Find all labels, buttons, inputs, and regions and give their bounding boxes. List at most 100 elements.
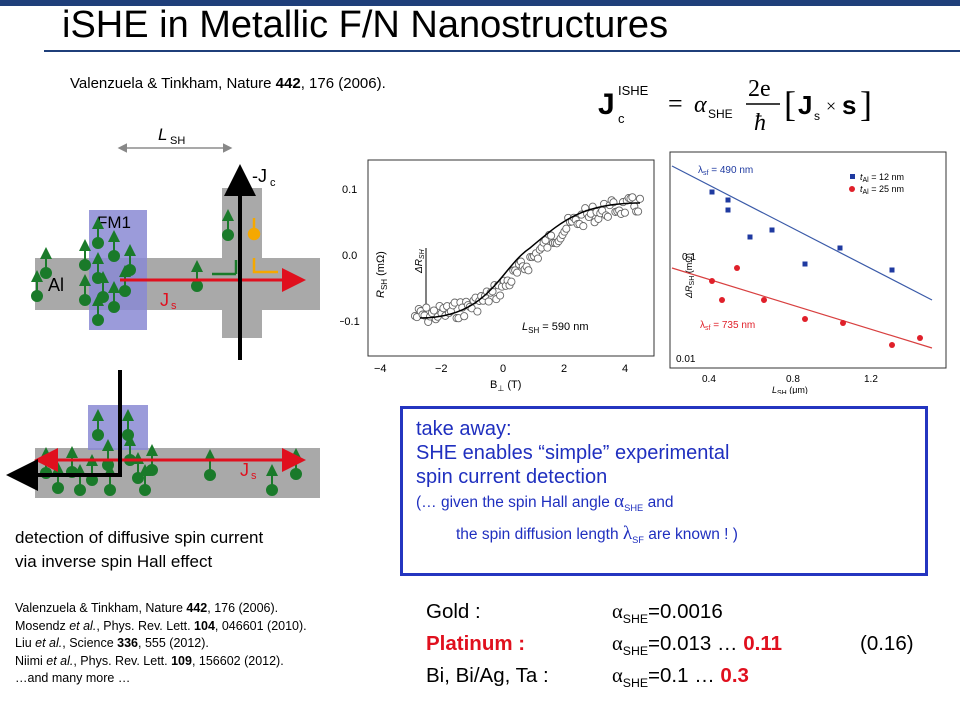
delta-rsh-label: ΔRSH [414, 248, 426, 274]
svg-text:ΔRSH (mΩ): ΔRSH (mΩ) [684, 253, 696, 299]
data-point [484, 297, 493, 306]
ishe-formula: J ISHE c = α SHE 2e ħ [ J s × s ] [598, 76, 872, 136]
data-point [473, 307, 482, 316]
data-point [620, 208, 629, 217]
xtick-label: −2 [435, 363, 448, 375]
plot-left-fit-curve [419, 202, 641, 319]
data-point-red [761, 297, 767, 303]
ref-rest: , 176 (2006). [207, 601, 279, 615]
ytick-label: 0.1 [342, 184, 357, 196]
takeaway-line-2: SHE enables “simple” experimental [416, 442, 730, 464]
formula-lhs: J [598, 88, 615, 121]
data-point-red [802, 316, 808, 322]
data-point [603, 212, 612, 221]
formula-bracket-left: [ [784, 84, 796, 124]
xtick-label: 2 [561, 363, 567, 375]
lsh-label: L [158, 125, 167, 144]
ref-journal: , Phys. Rev. Lett. [96, 618, 195, 633]
material-platinum-value: αSHE=0.013 … 0.11 [612, 632, 782, 659]
ref-rest: , 156602 (2012). [191, 653, 284, 668]
legend-red-marker [849, 186, 855, 192]
data-point [562, 224, 571, 233]
js-sub: s [171, 300, 177, 312]
xtick-label: 1.2 [864, 374, 878, 385]
xtick-label: −4 [374, 363, 387, 375]
formula-alpha-sub: SHE [708, 107, 733, 121]
ytick-label: 0.01 [676, 354, 696, 365]
top-reference: Valenzuela & Tinkham, Nature 442, 176 (2… [70, 75, 386, 92]
spin-markers-top [31, 209, 234, 326]
takeaway-box: take away: SHE enables “simple” experime… [400, 406, 928, 576]
ref-top-text: Valenzuela & Tinkham, Nature [70, 75, 276, 92]
al-strip [35, 258, 320, 310]
svg-text:RSH (mΩ): RSH (mΩ) [375, 251, 389, 298]
plot-delta-rsh-vs-lsh: 0.1 0.01 0.4 0.8 1.2 LSH (μm) ΔRSH (mΩ) … [662, 148, 952, 394]
data-point [533, 254, 542, 263]
data-point-blue [747, 234, 753, 240]
xtick-label: 0.4 [702, 374, 716, 385]
formula-denominator: ħ [754, 110, 766, 136]
material-gold-value: αSHE=0.0016 [612, 600, 723, 627]
data-point [634, 207, 643, 216]
data-point-red [734, 265, 740, 271]
data-point-red [889, 342, 895, 348]
takeaway-line-3: spin current detection [416, 466, 608, 488]
data-point [513, 268, 522, 277]
material-bi-name: Bi, Bi/Ag, Ta : [426, 664, 549, 687]
lambda-blue-label: λsf = 490 nm [698, 165, 753, 177]
xtick-label: 0.8 [786, 374, 800, 385]
data-point [429, 306, 438, 315]
data-point [422, 303, 431, 312]
data-point [543, 243, 552, 252]
device-schematic-bottom: J s [6, 370, 320, 498]
ref-volume: 104 [194, 618, 215, 633]
plot-rsh-vs-field: 0.1 0.0 −0.1 −4 −2 0 2 4 B⊥ (T) RSH (mΩ)… [340, 148, 662, 394]
js-label: J [160, 290, 169, 310]
caption-line-2: via inverse spin Hall effect [15, 552, 213, 571]
formula-lhs-sup: ISHE [618, 83, 649, 98]
device-schematic-top: L SH FM1 Al J s -J c [31, 125, 320, 360]
legend-blue-marker [850, 174, 855, 179]
reference-item: Valenzuela & Tinkham, Nature 442, 176 (2… [15, 600, 307, 618]
ref-top-rest: , 176 (2006). [300, 75, 386, 92]
title-underline [44, 50, 960, 52]
plot-left-legend: LSH = 590 nm [522, 321, 588, 335]
formula-equals: = [668, 89, 683, 118]
ref-volume: 109 [171, 653, 192, 668]
ref-rest: , 555 (2012). [138, 636, 209, 650]
formula-numerator: 2e [748, 76, 771, 102]
plot-right-ylabel: ΔRSH (mΩ) [684, 253, 696, 299]
fm1-label: FM1 [97, 213, 131, 232]
ytick-label: 0.1 [682, 252, 696, 263]
data-point [579, 222, 588, 231]
voltage-lead [20, 370, 122, 477]
data-point-red [840, 320, 846, 326]
formula-times: × [826, 96, 836, 116]
takeaway-line-4: (… given the spin Hall angle αSHE and [416, 491, 674, 514]
ref-rest: , 046601 (2010). [214, 618, 307, 633]
data-point-red [709, 278, 715, 284]
material-gold-name: Gold : [426, 600, 481, 623]
data-point-blue [725, 197, 731, 203]
material-bi-value: αSHE=0.1 … 0.3 [612, 664, 749, 691]
ref-etal: et al. [35, 636, 63, 650]
data-point [541, 236, 550, 245]
reference-item: Liu et al., Science 336, 555 (2012). [15, 635, 307, 653]
ref-journal: , Science [62, 636, 118, 650]
top-accent-bar [0, 0, 960, 6]
fit-line-blue [671, 165, 933, 301]
legend-blue-label: tAl = 12 nm [860, 172, 904, 184]
data-point-red [719, 297, 725, 303]
ref-etal: et al. [46, 653, 74, 668]
ref-etal: et al. [69, 618, 97, 633]
data-point [460, 312, 469, 321]
plot-left-xlabel: B⊥ (T) [490, 379, 521, 393]
jc-sub: c [270, 177, 276, 189]
ref-volume: 336 [117, 636, 139, 650]
formula-bracket-right: ] [860, 84, 872, 124]
ref-text: …and many more … [15, 671, 131, 685]
ref-volume: 442 [186, 601, 208, 615]
plot-left-xticks: −4 −2 0 2 4 [374, 363, 628, 375]
js-sub-bottom: s [251, 470, 257, 482]
xtick-label: 0 [500, 363, 506, 375]
